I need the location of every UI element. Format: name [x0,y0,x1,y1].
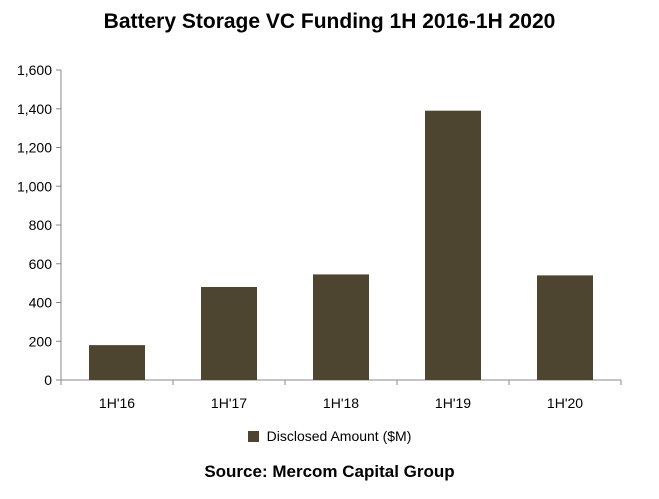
y-tick-label: 600 [29,256,53,272]
bar-2 [201,287,257,380]
x-tick-label: 1H'16 [99,395,135,411]
bar-5 [537,275,593,380]
bar-1 [89,345,145,380]
x-tick-label: 1H'20 [547,395,583,411]
chart-legend: Disclosed Amount ($M) [0,428,659,444]
y-tick-label: 1,600 [17,62,52,78]
legend-label: Disclosed Amount ($M) [266,428,412,444]
bar-4 [425,110,481,380]
y-tick-label: 200 [29,333,53,349]
x-tick-label: 1H'19 [435,395,471,411]
bar-3 [313,274,369,380]
y-tick-label: 400 [29,295,53,311]
x-tick-label: 1H'17 [211,395,247,411]
source-note: Source: Mercom Capital Group [204,462,455,481]
x-tick-label: 1H'18 [323,395,359,411]
y-tick-label: 800 [29,217,53,233]
y-tick-label: 1,200 [17,140,52,156]
chart-title: Battery Storage VC Funding 1H 2016-1H 20… [103,10,556,33]
y-tick-label: 0 [44,372,52,388]
y-tick-label: 1,000 [17,178,52,194]
legend-swatch [247,430,259,442]
y-tick-label: 1,400 [17,101,52,117]
